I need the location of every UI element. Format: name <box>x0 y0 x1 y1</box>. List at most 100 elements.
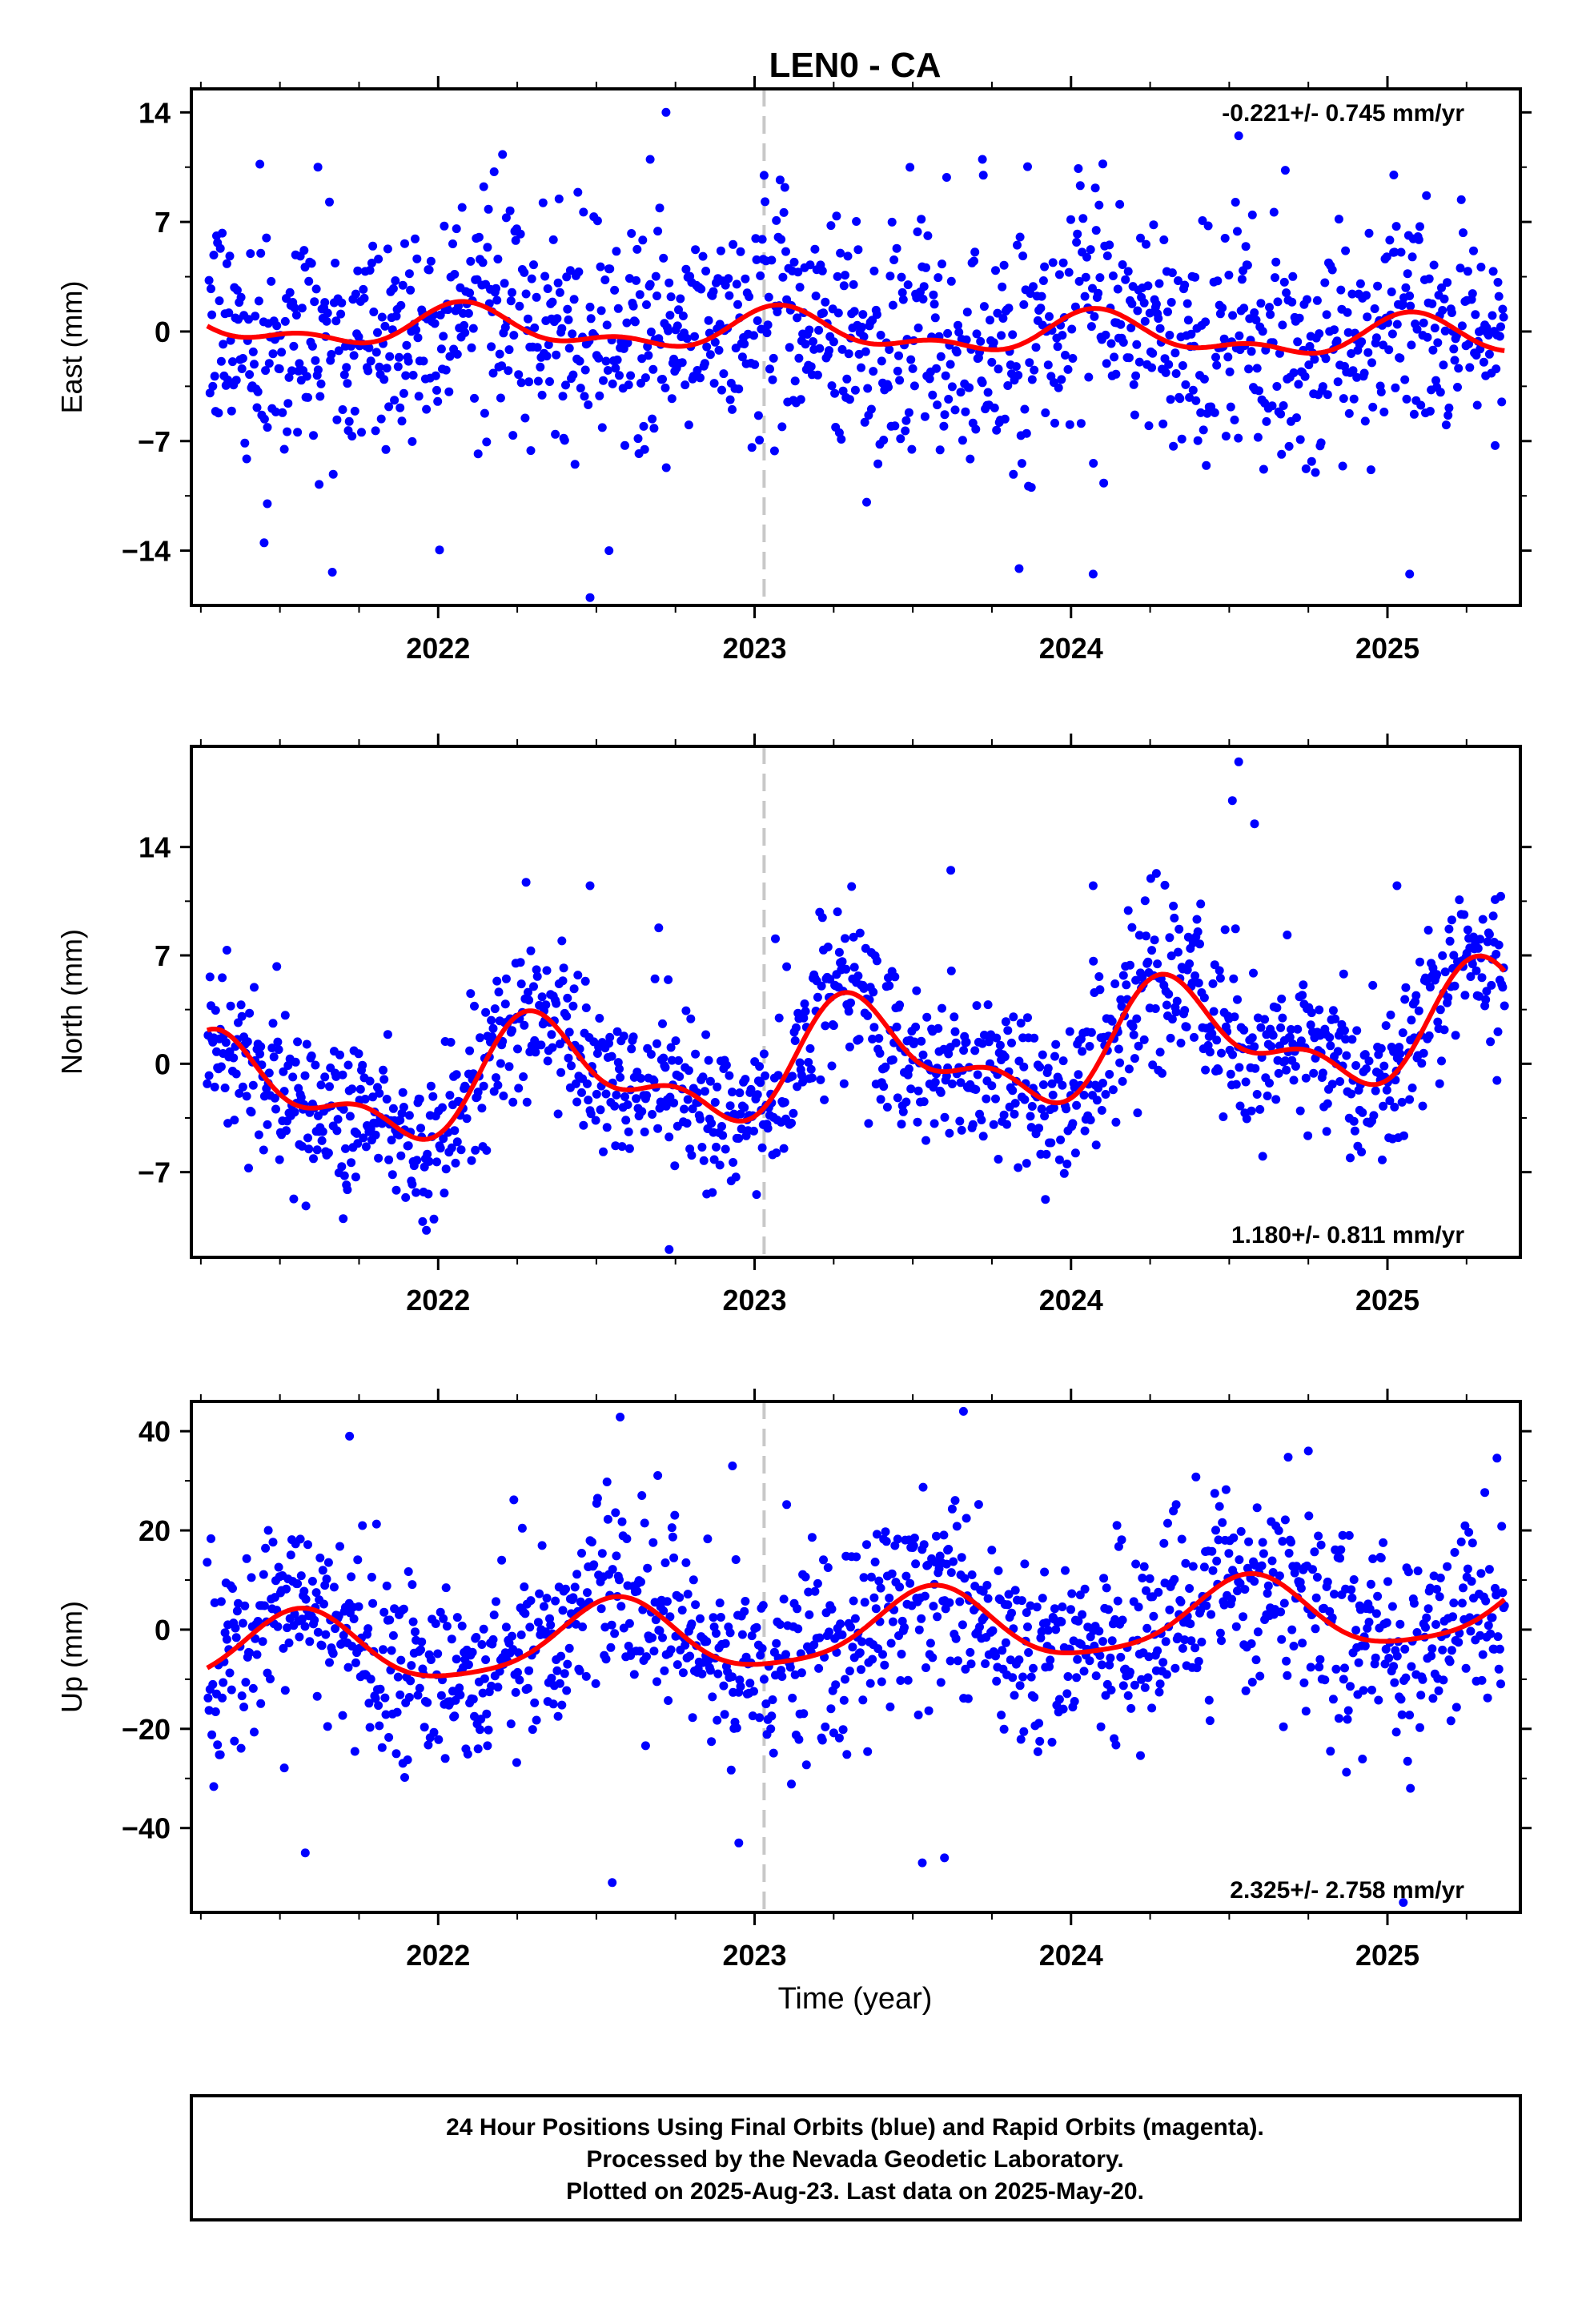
data-point <box>1330 325 1339 335</box>
data-point <box>1494 1664 1504 1674</box>
data-point <box>555 1039 564 1049</box>
data-point <box>1273 297 1283 307</box>
data-point <box>849 963 859 972</box>
data-point <box>489 1610 499 1620</box>
data-point <box>642 1652 651 1662</box>
data-point <box>273 1037 283 1047</box>
data-point <box>1443 411 1453 420</box>
data-point <box>422 404 432 414</box>
data-point <box>1272 1003 1282 1012</box>
outlier-point <box>263 499 272 509</box>
data-point <box>967 1570 977 1579</box>
data-point <box>1085 1042 1094 1051</box>
data-point <box>253 387 263 396</box>
outlier-point <box>1234 131 1243 141</box>
data-point <box>886 1638 896 1648</box>
data-point <box>1010 1099 1020 1108</box>
data-point <box>602 320 612 330</box>
data-point <box>1089 459 1098 468</box>
data-point <box>583 1079 592 1088</box>
data-point <box>231 1069 241 1079</box>
data-point <box>1367 358 1376 368</box>
data-point <box>478 258 488 267</box>
data-point <box>329 1582 339 1592</box>
data-point <box>862 1540 871 1550</box>
data-point <box>793 267 803 277</box>
data-point <box>1427 1644 1437 1654</box>
data-point <box>515 301 524 311</box>
data-point <box>983 1000 993 1010</box>
data-point <box>1158 1658 1168 1667</box>
data-point <box>568 1593 578 1602</box>
data-point <box>359 284 368 294</box>
data-point <box>569 984 579 994</box>
data-point <box>611 1141 620 1151</box>
data-point <box>291 311 301 320</box>
data-point <box>1047 1738 1057 1747</box>
data-point <box>1247 210 1257 219</box>
data-point <box>715 320 725 329</box>
data-point <box>360 1095 370 1104</box>
data-point <box>431 371 440 380</box>
data-point <box>1448 1612 1458 1622</box>
data-point <box>564 1053 573 1063</box>
data-point <box>266 1675 275 1683</box>
data-point <box>688 1713 697 1723</box>
data-point <box>801 1572 810 1582</box>
data-point <box>729 239 738 249</box>
data-point <box>1126 960 1134 970</box>
data-point <box>759 1675 769 1684</box>
data-point <box>355 1084 365 1094</box>
data-point <box>794 1735 804 1744</box>
data-point <box>1355 279 1365 288</box>
outlier-point <box>958 1406 968 1416</box>
data-point <box>591 1679 600 1688</box>
data-point <box>762 328 772 338</box>
data-point <box>496 393 505 403</box>
data-point <box>1428 1694 1438 1703</box>
data-point <box>1251 316 1261 325</box>
data-point <box>296 1571 306 1581</box>
data-point <box>745 292 754 301</box>
data-point <box>1354 1658 1363 1667</box>
data-point <box>271 1104 280 1114</box>
data-point <box>430 319 440 328</box>
footer-line-3: Plotted on 2025-Aug-23. Last data on 202… <box>566 2178 1144 2205</box>
y-tick-label: 7 <box>155 206 171 239</box>
data-point <box>1379 1101 1388 1111</box>
data-point <box>669 1553 679 1562</box>
data-point <box>698 1072 708 1082</box>
data-point <box>300 1071 310 1080</box>
data-point <box>1252 1503 1262 1513</box>
data-point <box>579 1120 588 1130</box>
data-point <box>423 1149 432 1159</box>
data-point <box>733 300 742 309</box>
data-point <box>467 1156 476 1165</box>
data-point <box>440 1754 450 1763</box>
data-point <box>725 1101 735 1111</box>
data-point <box>869 266 879 275</box>
data-point <box>897 1120 906 1129</box>
data-point <box>473 1088 483 1097</box>
data-point <box>581 1003 591 1012</box>
data-point <box>951 1634 961 1643</box>
data-point <box>992 425 1002 435</box>
data-point <box>1315 1005 1324 1015</box>
data-point <box>1278 320 1287 330</box>
data-point <box>852 1552 861 1562</box>
data-point <box>476 1725 484 1735</box>
data-point <box>1357 1148 1367 1156</box>
data-point <box>1351 1626 1361 1635</box>
data-point <box>1300 372 1310 381</box>
data-point <box>1435 1079 1444 1088</box>
data-point <box>1250 1042 1259 1051</box>
data-point <box>680 1104 689 1114</box>
data-point <box>445 352 455 361</box>
data-point <box>488 1634 498 1644</box>
data-point <box>1095 273 1105 283</box>
data-point <box>599 1147 608 1156</box>
data-point <box>1496 891 1505 901</box>
data-point <box>259 1601 269 1610</box>
data-point <box>1078 1610 1087 1619</box>
data-point <box>1097 1660 1106 1670</box>
